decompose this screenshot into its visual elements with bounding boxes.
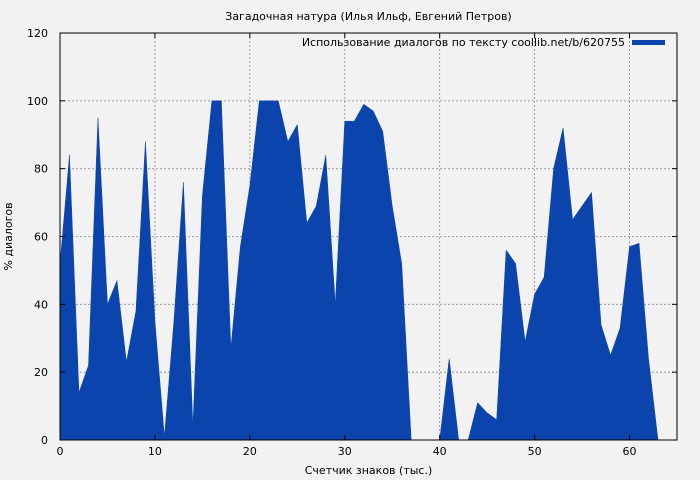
- x-tick-label: 30: [338, 445, 352, 458]
- y-tick-label: 100: [27, 95, 48, 108]
- y-tick-label: 60: [34, 231, 48, 244]
- x-tick-label: 0: [57, 445, 64, 458]
- legend: Использование диалогов по тексту coollib…: [302, 36, 665, 49]
- x-tick-label: 50: [528, 445, 542, 458]
- axis-ticks: 0 10 20 30 40 50 60 0 20 40 60 80 100 120: [27, 27, 677, 458]
- y-tick-label: 0: [41, 434, 48, 447]
- y-tick-label: 120: [27, 27, 48, 40]
- area-layer: [59, 100, 659, 441]
- y-tick-label: 80: [34, 163, 48, 176]
- y-tick-label: 20: [34, 366, 48, 379]
- x-axis-label: Счетчик знаков (тыс.): [305, 464, 433, 477]
- x-tick-label: 20: [243, 445, 257, 458]
- x-tick-label: 40: [433, 445, 447, 458]
- x-tick-label: 10: [148, 445, 162, 458]
- chart-title: Загадочная натура (Илья Ильф, Евгений Пе…: [225, 10, 511, 23]
- y-axis-label: % диалогов: [2, 202, 15, 270]
- y-tick-label: 40: [34, 298, 48, 311]
- legend-label: Использование диалогов по тексту coollib…: [302, 36, 625, 49]
- x-tick-label: 60: [623, 445, 637, 458]
- series-area: [59, 100, 659, 441]
- legend-swatch: [632, 40, 665, 45]
